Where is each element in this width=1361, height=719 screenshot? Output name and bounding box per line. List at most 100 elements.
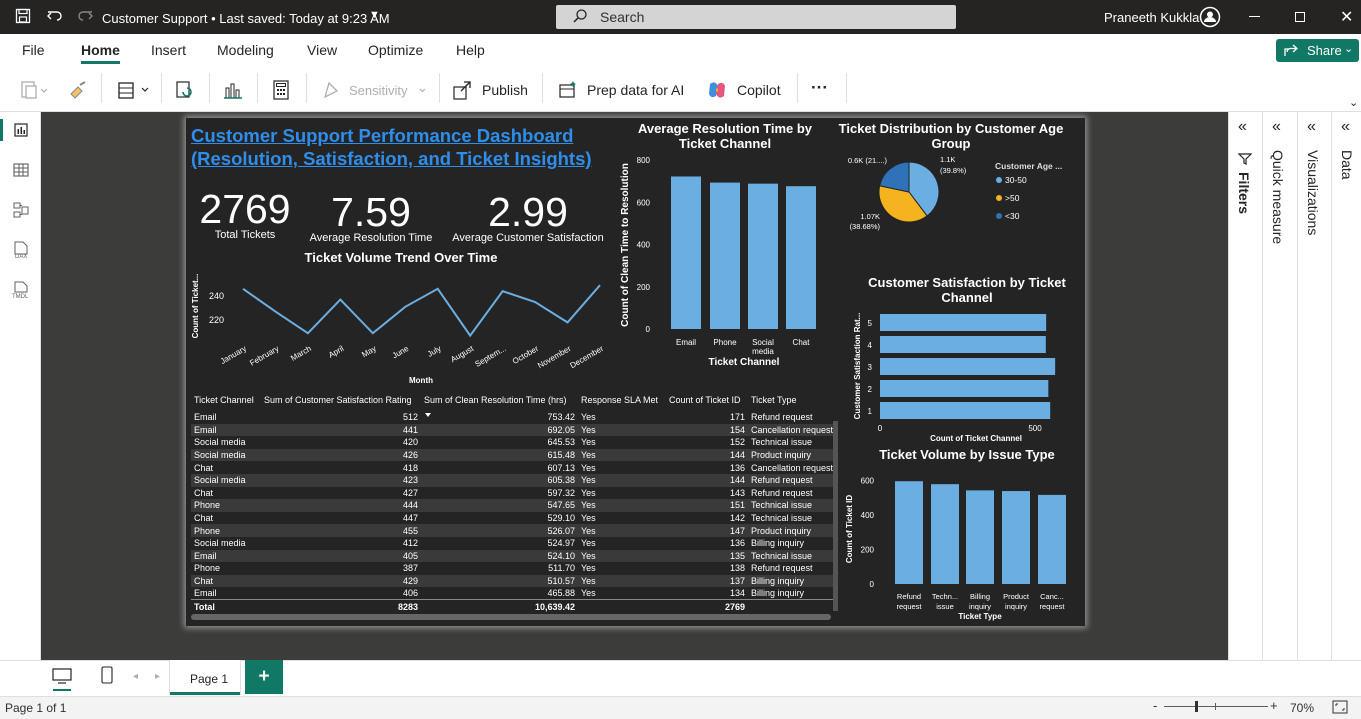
table-cell: Yes <box>578 562 666 575</box>
table-header-cell[interactable]: Response SLA Met <box>578 389 666 411</box>
table-header-cell[interactable]: Ticket Channel <box>191 389 261 411</box>
table-total-cell: Total <box>191 600 261 613</box>
table-view-icon[interactable] <box>12 161 30 184</box>
filters-pane-label[interactable]: Filters <box>1236 172 1252 214</box>
sort-indicator-icon[interactable] <box>425 404 431 408</box>
model-view-icon[interactable] <box>12 201 30 224</box>
table-header-cell[interactable]: Sum of Customer Satisfaction Rating <box>261 389 421 411</box>
zoom-slider-thumb[interactable] <box>1195 701 1198 712</box>
zoom-in-button[interactable]: + <box>1270 698 1278 713</box>
fit-to-page-icon[interactable] <box>1332 700 1348 719</box>
menu-home[interactable]: Home <box>81 42 120 58</box>
menu-view[interactable]: View <box>307 42 337 58</box>
table-header-cell[interactable]: Count of Ticket ID <box>666 389 748 411</box>
menu-optimize[interactable]: Optimize <box>368 42 423 58</box>
redo-icon[interactable] <box>76 7 94 29</box>
kpi-card-avg-satisfaction[interactable]: 2.99 Average Customer Satisfaction <box>446 189 610 244</box>
table-cell: 418 <box>261 461 421 474</box>
collapse-ribbon-icon[interactable]: ⌄ <box>1349 96 1358 109</box>
format-painter-icon[interactable] <box>68 80 88 105</box>
y-tick-label: 240 <box>209 291 224 301</box>
maximize-icon[interactable] <box>1295 12 1305 22</box>
age-group-pie-chart[interactable]: 1.1K(39.8%)1.07K(38.68%)0.6K (21....)Cus… <box>830 150 1080 240</box>
save-icon[interactable] <box>15 8 31 28</box>
zoom-slider-track[interactable] <box>1164 706 1268 707</box>
publish-button[interactable]: Publish <box>482 82 528 98</box>
zoom-out-button[interactable]: - <box>1153 698 1157 713</box>
expand-visualizations-icon[interactable]: « <box>1307 118 1316 136</box>
expand-data-icon[interactable]: « <box>1341 118 1350 136</box>
kpi-card-avg-resolution[interactable]: 7.59 Average Resolution Time <box>301 189 441 244</box>
add-page-button[interactable]: + <box>245 660 283 694</box>
menu-insert[interactable]: Insert <box>151 42 186 58</box>
kpi-card-total-tickets[interactable]: 2769 Total Tickets <box>190 186 300 241</box>
data-pane-label[interactable]: Data <box>1339 150 1355 180</box>
table-vertical-scrollbar[interactable] <box>833 421 838 611</box>
minimize-icon[interactable] <box>1249 16 1260 17</box>
menu-modeling[interactable]: Modeling <box>217 42 274 58</box>
paste-icon[interactable] <box>20 80 50 105</box>
title-dropdown-icon[interactable]: ▼ <box>369 9 380 21</box>
table-cell: Social media <box>191 436 261 449</box>
menu-help[interactable]: Help <box>456 42 485 58</box>
table-header-cell[interactable]: Ticket Type <box>748 389 834 411</box>
new-visual-icon[interactable] <box>223 79 243 106</box>
next-page-icon[interactable]: ▸ <box>155 671 160 682</box>
table-header-cell[interactable]: Sum of Clean Resolution Time (hrs) <box>421 389 578 411</box>
report-title[interactable]: Customer Support Performance Dashboard (… <box>191 124 611 170</box>
avatar[interactable] <box>1199 6 1221 33</box>
page-tab-page-1[interactable]: Page 1 <box>169 660 241 695</box>
y-tick-label: 200 <box>637 283 651 292</box>
prep-data-button[interactable]: Prep data for AI <box>587 82 684 98</box>
refresh-icon[interactable] <box>175 80 195 105</box>
report-view-icon[interactable] <box>12 121 30 144</box>
copilot-icon[interactable] <box>707 80 727 105</box>
desktop-layout-icon[interactable] <box>52 668 72 689</box>
table-horizontal-scrollbar[interactable] <box>191 614 831 620</box>
kpi-value: 2.99 <box>446 189 610 236</box>
expand-filters-icon[interactable]: « <box>1238 118 1247 136</box>
quick-measure-pane-label[interactable]: Quick measure <box>1270 150 1286 244</box>
x-tick-label: November <box>536 344 573 370</box>
volume-by-issue-type-chart[interactable]: 6004002000RefundrequestTechn...issueBill… <box>842 464 1082 624</box>
prep-data-icon[interactable] <box>557 79 579 106</box>
more-options-button[interactable]: ··· <box>811 78 828 98</box>
close-icon[interactable]: ✕ <box>1340 7 1353 27</box>
undo-icon[interactable] <box>46 7 64 29</box>
bar <box>895 481 923 584</box>
calculator-icon[interactable] <box>272 79 290 106</box>
x-tick-label: February <box>248 344 280 368</box>
copilot-button[interactable]: Copilot <box>737 82 781 98</box>
share-button[interactable]: Share ⌄ <box>1276 39 1359 62</box>
table-cell: Yes <box>578 512 666 525</box>
search-box[interactable]: Search <box>556 5 956 29</box>
menu-file[interactable]: File <box>22 42 45 58</box>
visualizations-pane-label[interactable]: Visualizations <box>1305 150 1321 235</box>
expand-quick-measure-icon[interactable]: « <box>1272 118 1281 136</box>
prev-page-icon[interactable]: ◂ <box>133 671 138 682</box>
mobile-layout-icon[interactable] <box>101 666 113 689</box>
tmdl-view-icon[interactable]: TMDL <box>10 280 32 305</box>
dax-query-view-icon[interactable]: DAX <box>11 240 31 265</box>
publish-icon[interactable] <box>452 79 474 106</box>
data-source-icon[interactable] <box>117 80 153 105</box>
